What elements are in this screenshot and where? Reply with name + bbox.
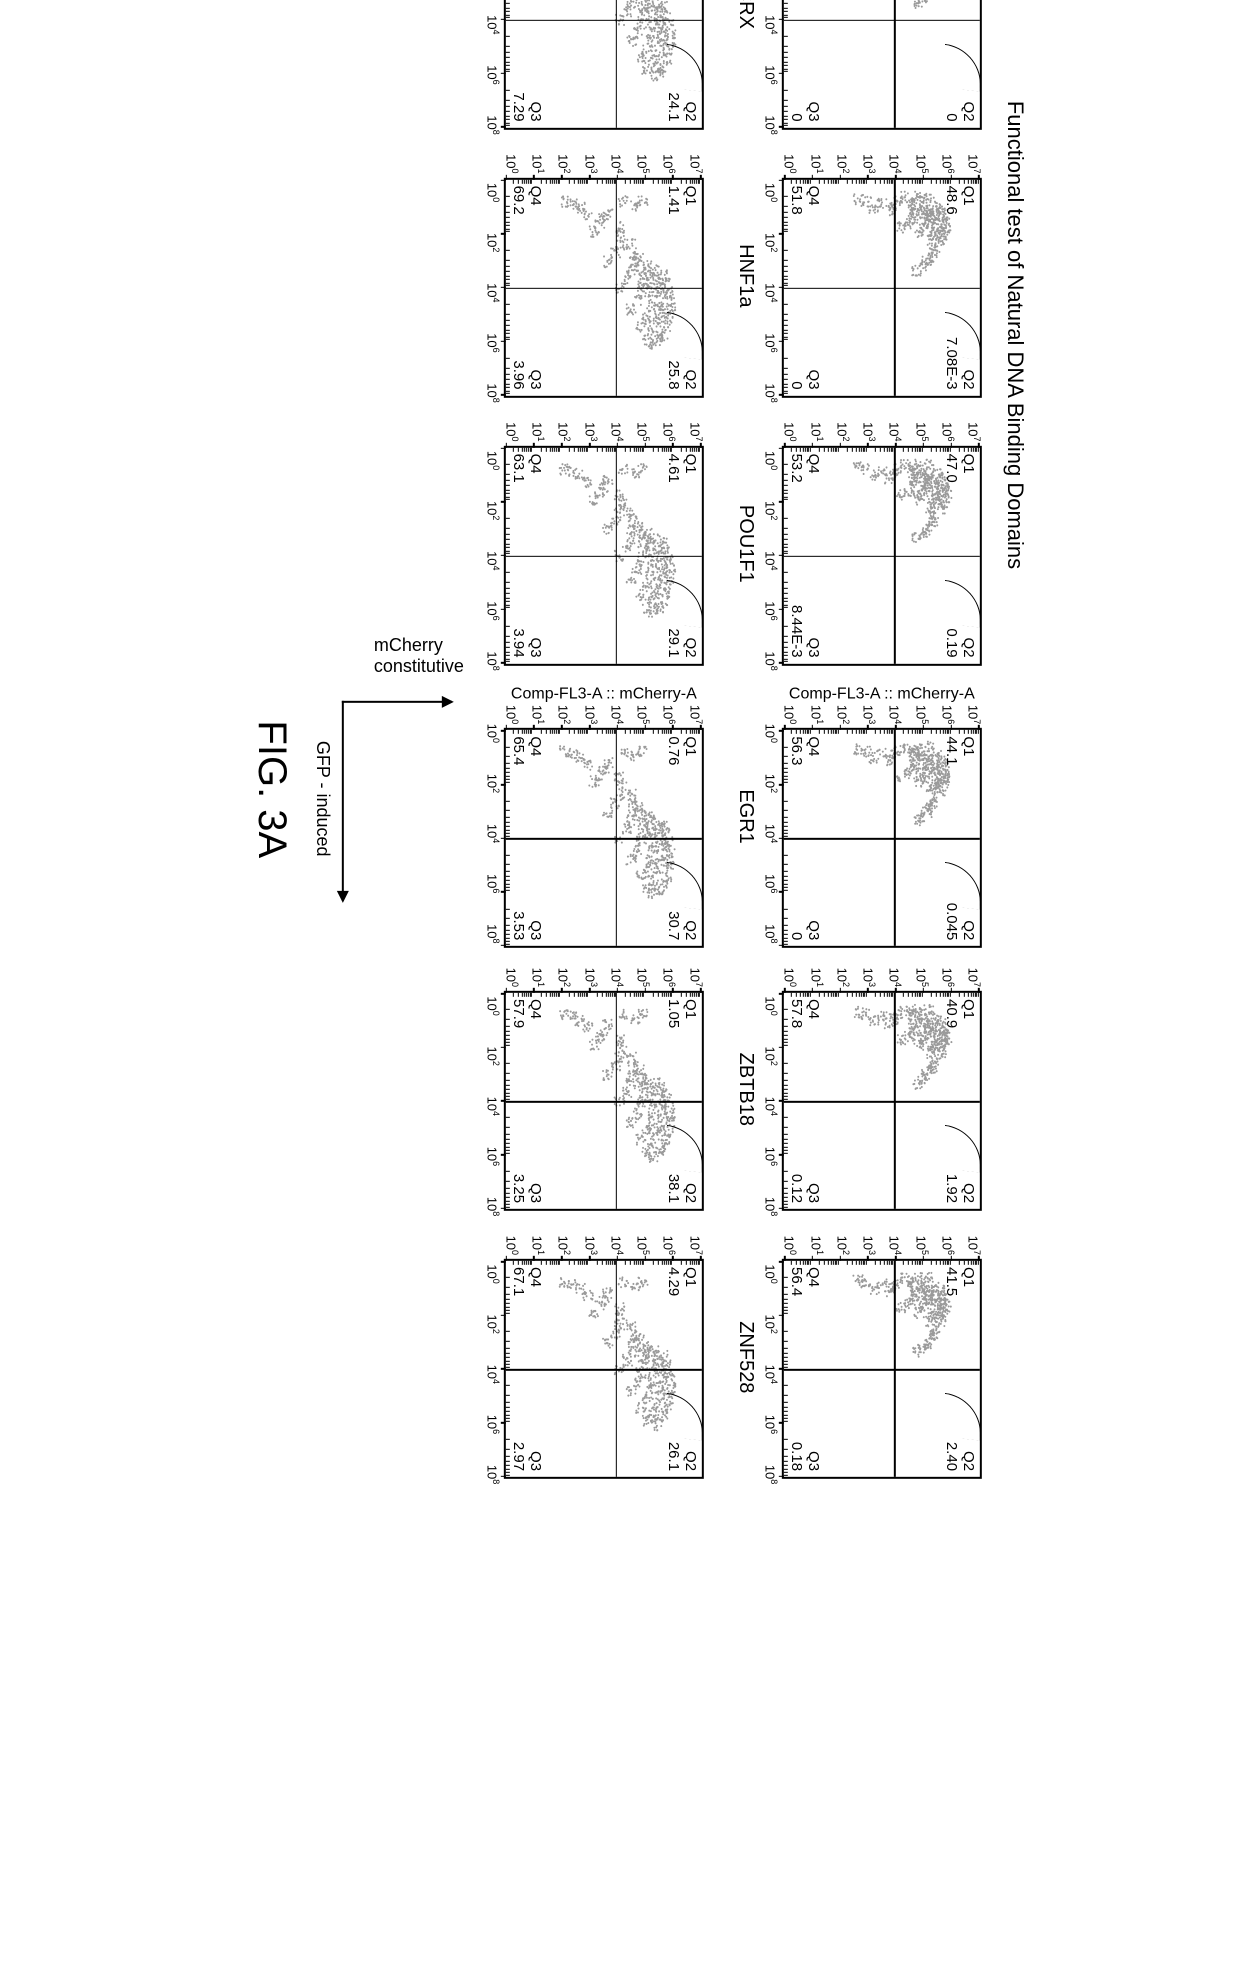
q4-label: Q456.3 bbox=[788, 736, 821, 765]
q3-label: Q33.94 bbox=[510, 628, 543, 657]
arrow-y-label: mCherryconstitutive bbox=[374, 635, 464, 677]
q3-label: Q33.25 bbox=[510, 1174, 543, 1203]
panel-title: HNF1a bbox=[734, 244, 757, 307]
q3-label: Q30 bbox=[788, 102, 821, 122]
q3-label: Q37.29 bbox=[510, 92, 543, 121]
scatter-plot: Q147.0 Q20.19 Q38.44E-3 Q453.2 bbox=[782, 446, 982, 666]
q1-label: Q11.41 bbox=[665, 186, 698, 215]
q3-label: Q33.53 bbox=[510, 911, 543, 940]
q1-label: Q10.76 bbox=[665, 736, 698, 765]
panel-znf528: 107106105104103102101100 Q141.5 Q22.40 Q… bbox=[734, 1230, 982, 1484]
q2-label: Q230.7 bbox=[665, 911, 698, 940]
panel-row2-4: Comp-FL3-A :: mCherry-A 1071061051041031… bbox=[484, 685, 703, 948]
panel-row2-6: 107106105104103102101100 Q14.29 Q226.1 Q… bbox=[484, 1230, 703, 1484]
panel-title: CRX bbox=[734, 0, 757, 29]
x-ticks: 100102104106108 bbox=[763, 0, 779, 135]
panel-row2-1: 107106105104103102101100 Q19.86 Q224.1 Q… bbox=[484, 0, 703, 135]
scatter-plot: Q144.1 Q20.045 Q30 Q456.3 bbox=[782, 728, 982, 948]
scatter-plot: Q14.29 Q226.1 Q32.97 Q467.1 bbox=[504, 1259, 704, 1479]
axis-key: mCherryconstitutive GFP - induced bbox=[324, 701, 464, 941]
x-ticks: 100102104106108 bbox=[763, 996, 779, 1216]
scatter-plot: Q148.6 Q27.08E-3 Q30 Q451.8 bbox=[782, 178, 982, 398]
panel-title: POU1F1 bbox=[734, 505, 757, 583]
panel-row2-2: 107106105104103102101100 Q11.41 Q225.8 Q… bbox=[484, 149, 703, 403]
q2-label: Q229.1 bbox=[665, 628, 698, 657]
q3-label: Q38.44E-3 bbox=[788, 605, 821, 658]
scatter-plot: Q140.9 Q21.92 Q30.12 Q457.8 bbox=[782, 991, 982, 1211]
scatter-plot: Q11.41 Q225.8 Q33.96 Q469.2 bbox=[504, 178, 704, 398]
q1-label: Q144.1 bbox=[943, 736, 976, 765]
figure-number: FIG. 3A bbox=[249, 0, 294, 1738]
q3-label: Q30 bbox=[788, 920, 821, 940]
q4-label: Q457.8 bbox=[788, 999, 821, 1028]
scatter-plot: Q14.61 Q229.1 Q33.94 Q463.1 bbox=[504, 446, 704, 666]
q3-label: Q32.97 bbox=[510, 1442, 543, 1471]
q4-label: Q469.2 bbox=[510, 186, 543, 215]
y-axis-title: Comp-FL3-A :: mCherry-A bbox=[873, 685, 891, 705]
x-ticks: 100102104106108 bbox=[763, 1264, 779, 1484]
q1-label: Q147.0 bbox=[943, 454, 976, 483]
q4-label: Q456.4 bbox=[788, 1267, 821, 1296]
panel-pou1f1: 107106105104103102101100 Q147.0 Q20.19 Q… bbox=[734, 417, 982, 671]
q3-label: Q33.96 bbox=[510, 360, 543, 389]
panel-row2-3: 107106105104103102101100 Q14.61 Q229.1 Q… bbox=[484, 417, 703, 671]
arrow-y-icon bbox=[342, 701, 452, 703]
q1-label: Q140.9 bbox=[943, 999, 976, 1028]
panel-title: EGR1 bbox=[734, 789, 757, 843]
panel-zbtb18: 107106105104103102101100 Q140.9 Q21.92 Q… bbox=[734, 962, 982, 1216]
panel-title: ZBTB18 bbox=[734, 1053, 757, 1126]
q1-label: Q14.61 bbox=[665, 454, 698, 483]
panel-grid: negative control 10710610510410310210110… bbox=[484, 0, 982, 1738]
q4-label: Q457.9 bbox=[510, 999, 543, 1028]
q2-label: Q20.045 bbox=[943, 903, 976, 941]
panel-title: ZNF528 bbox=[734, 1321, 757, 1393]
q1-label: Q11.05 bbox=[665, 999, 698, 1028]
figure-3a: Functional test of Natural DNA Binding D… bbox=[249, 0, 1028, 1738]
q4-label: Q465.4 bbox=[510, 736, 543, 765]
scatter-plot: Q141.5 Q22.40 Q30.18 Q456.4 bbox=[782, 1259, 982, 1479]
q2-label: Q224.1 bbox=[665, 92, 698, 121]
row-negative-control: negative control 10710610510410310210110… bbox=[734, 0, 982, 1738]
panel-egr1: Comp-FL3-A :: mCherry-A 1071061051041031… bbox=[734, 685, 982, 948]
x-ticks: 100102104106108 bbox=[763, 451, 779, 671]
q3-label: Q30 bbox=[788, 370, 821, 390]
x-ticks: 100102104106108 bbox=[484, 1264, 500, 1484]
q4-label: Q451.8 bbox=[788, 186, 821, 215]
q1-label: Q148.6 bbox=[943, 186, 976, 215]
scatter-plot: Q11.05 Q238.1 Q33.25 Q457.9 bbox=[504, 991, 704, 1211]
q2-label: Q27.08E-3 bbox=[943, 337, 976, 390]
q2-label: Q238.1 bbox=[665, 1174, 698, 1203]
x-ticks: 100102104106108 bbox=[484, 724, 500, 944]
x-ticks: 100102104106108 bbox=[484, 451, 500, 671]
q2-label: Q20 bbox=[943, 102, 976, 122]
q2-label: Q21.92 bbox=[943, 1174, 976, 1203]
x-ticks: 100102104106108 bbox=[484, 0, 500, 135]
q4-label: Q463.1 bbox=[510, 454, 543, 483]
q3-label: Q30.12 bbox=[788, 1174, 821, 1203]
q1-label: Q141.5 bbox=[943, 1267, 976, 1296]
q2-label: Q226.1 bbox=[665, 1442, 698, 1471]
q2-label: Q225.8 bbox=[665, 360, 698, 389]
scatter-plot: Q10.76 Q230.7 Q33.53 Q465.4 bbox=[504, 728, 704, 948]
panel-crx: 107106105104103102101100 Q146.0 Q20 Q30 … bbox=[734, 0, 982, 135]
figure-title: Functional test of Natural DNA Binding D… bbox=[1002, 101, 1028, 1738]
x-ticks: 100102104106108 bbox=[484, 183, 500, 403]
q4-label: Q453.2 bbox=[788, 454, 821, 483]
panel-row2-5: 107106105104103102101100 Q11.05 Q238.1 Q… bbox=[484, 962, 703, 1216]
arrow-x-icon bbox=[342, 701, 344, 901]
q2-label: Q20.19 bbox=[943, 628, 976, 657]
x-ticks: 100102104106108 bbox=[763, 724, 779, 944]
y-axis-title: Comp-FL3-A :: mCherry-A bbox=[595, 685, 613, 705]
scatter-plot: Q146.0 Q20 Q30 Q454.5 bbox=[782, 0, 982, 130]
row-dbd-tad: DBD-TAD expression 107106105104103102101… bbox=[484, 0, 703, 1738]
q4-label: Q467.1 bbox=[510, 1267, 543, 1296]
x-ticks: 100102104106108 bbox=[763, 183, 779, 403]
scatter-plot: Q19.86 Q224.1 Q37.29 Q460.1 bbox=[504, 0, 704, 130]
q3-label: Q30.18 bbox=[788, 1442, 821, 1471]
q1-label: Q14.29 bbox=[665, 1267, 698, 1296]
x-ticks: 100102104106108 bbox=[484, 996, 500, 1216]
arrow-x-label: GFP - induced bbox=[312, 741, 333, 857]
q2-label: Q22.40 bbox=[943, 1442, 976, 1471]
panel-hnf1a: 107106105104103102101100 Q148.6 Q27.08E-… bbox=[734, 149, 982, 403]
